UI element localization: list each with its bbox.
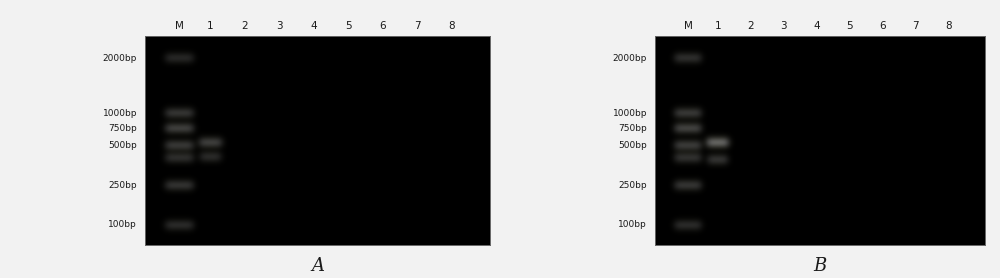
Text: 1000bp: 1000bp [102,109,137,118]
Text: 6: 6 [879,21,886,31]
Text: M: M [684,21,692,31]
Text: 2000bp: 2000bp [103,54,137,63]
Text: 750bp: 750bp [618,125,647,133]
Text: 100bp: 100bp [108,220,137,229]
Text: 5: 5 [846,21,853,31]
Text: 2: 2 [242,21,248,31]
Text: 7: 7 [414,21,421,31]
Text: A: A [311,257,324,275]
Text: 2000bp: 2000bp [613,54,647,63]
Text: 7: 7 [912,21,919,31]
Text: 100bp: 100bp [618,220,647,229]
Text: 5: 5 [345,21,352,31]
Text: 4: 4 [813,21,820,31]
Text: 2: 2 [747,21,754,31]
Text: 8: 8 [945,21,952,31]
Text: 3: 3 [780,21,787,31]
Text: 250bp: 250bp [618,181,647,190]
Text: B: B [813,257,827,275]
Text: 1000bp: 1000bp [612,109,647,118]
Text: 500bp: 500bp [618,141,647,150]
Text: 6: 6 [380,21,386,31]
Text: M: M [175,21,184,31]
Text: 1: 1 [207,21,214,31]
Text: 750bp: 750bp [108,125,137,133]
Text: 1: 1 [714,21,721,31]
Text: 8: 8 [449,21,455,31]
Text: 250bp: 250bp [108,181,137,190]
Text: 4: 4 [311,21,317,31]
Text: 3: 3 [276,21,283,31]
Text: 500bp: 500bp [108,141,137,150]
